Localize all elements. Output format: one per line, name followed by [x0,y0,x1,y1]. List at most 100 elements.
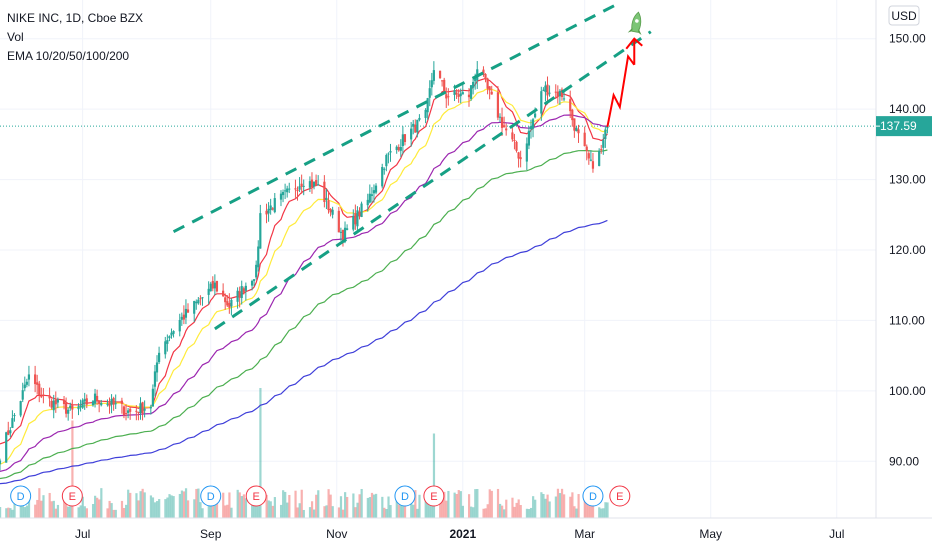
volume-bar [546,494,549,518]
volume-bar [341,509,345,518]
volume-bar [79,505,82,518]
candle-body [403,134,407,143]
ema-200-line [0,219,608,485]
candle-body [85,398,88,405]
volume-bar [98,499,101,518]
volume-bar [496,488,500,518]
volume-bar [441,498,444,518]
volume-bar [337,507,341,518]
volume-bar [5,508,8,518]
volume-bar [467,494,471,518]
volume-legend[interactable]: Vol [7,30,24,44]
candle-body [199,298,202,300]
y-tick-label: 110.00 [889,313,925,327]
volume-bar [532,496,535,518]
x-tick-label: 2021 [449,527,476,541]
candle-body [472,81,475,88]
volume-bar [544,498,547,518]
candle-body [230,299,233,307]
candle-body [213,282,216,289]
candle-body [0,460,2,465]
y-tick-label: 120.00 [889,243,926,257]
candle-body [441,80,444,82]
volume-bar [583,495,586,518]
earnings-marker-icon [609,485,631,507]
candle-body [308,181,312,188]
candle-body [302,185,305,187]
volume-bar [158,499,161,518]
event-letter: D [17,491,25,503]
candle-body [69,405,72,409]
candle-body [459,93,462,97]
candle-body [153,371,157,387]
candle-body [271,208,274,210]
candle-body [71,404,74,410]
candle-body [23,384,26,389]
volume-bar [498,503,502,518]
volume-bar [259,388,262,518]
candle-body [300,183,303,187]
candle-body [352,215,355,230]
volume-bar [273,497,276,518]
ema-100-line [0,149,608,480]
volume-bar [135,493,138,518]
volume-bar [265,494,268,518]
time-axis[interactable]: Jul Sep Nov 2021 Mar May Jul [75,527,844,541]
candle-body [269,205,272,211]
dividend-marker-icon [10,485,32,507]
volume-bar [472,507,475,518]
candle-body [135,410,138,412]
volume-bar [122,507,126,518]
candle-body [542,89,545,91]
candle-body [571,109,574,121]
trendlines[interactable] [172,3,652,331]
volume-bar [346,496,349,518]
candle-body [383,168,386,170]
volume-bar [108,500,111,518]
y-tick-label: 100.00 [889,384,926,398]
candle-body [265,210,268,215]
candle-body [110,398,113,405]
candle-body [21,390,24,400]
candle-body [591,161,595,169]
volume-bar [529,507,533,518]
volume-bar [125,504,128,518]
candle-body [519,157,522,160]
volume-bar [585,500,588,518]
projection-path [606,53,636,127]
volume-bar [85,508,88,518]
volume-bar [540,492,543,518]
symbol-title[interactable]: NIKE INC, 1D, Cboe BZX [7,11,144,25]
volume-bar [38,488,41,518]
volume-bar [325,505,328,518]
volume-bar [110,503,113,518]
candlesticks [0,61,609,471]
volume-bar [0,507,2,518]
candle-body [79,405,82,407]
last-price-value: 137.59 [880,119,917,133]
candle-body [325,197,328,200]
candle-body [155,362,159,373]
candle-body [182,314,185,320]
candle-body [598,150,601,166]
candle-body [186,309,190,313]
volume-bar [313,509,316,518]
candle-body [122,406,126,416]
ema-legend[interactable]: EMA 10/20/50/100/200 [7,49,130,63]
volume-bar [195,488,198,518]
volume-bar [534,499,537,518]
candle-body [236,290,239,302]
volume-bar [416,508,419,518]
volume-bar [222,492,225,518]
volume-bar [67,506,70,518]
volume-bar [503,509,506,518]
candle-body [327,200,330,211]
candle-body [91,401,95,406]
currency-badge[interactable]: USD [888,5,920,26]
price-axis[interactable]: 150.00 140.00 130.00 120.00 110.00 100.00 90.0… [889,32,926,469]
volume-bar [199,502,202,518]
candle-body [143,408,146,411]
volume-bar [387,496,390,518]
